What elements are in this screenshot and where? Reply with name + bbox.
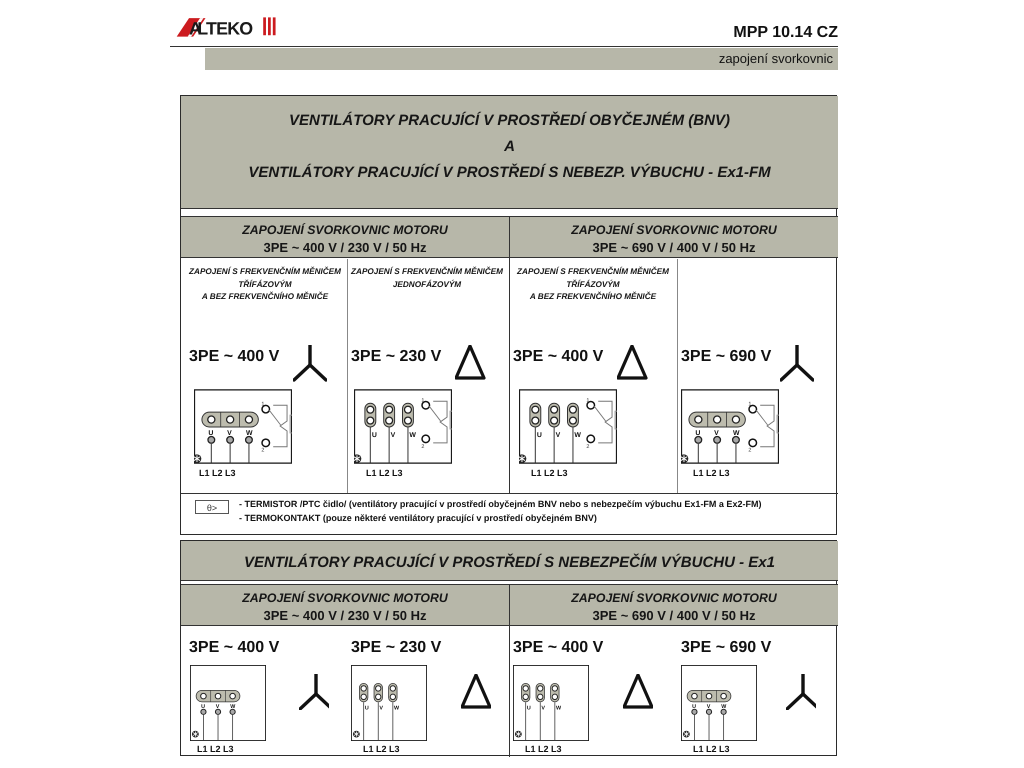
- svg-text:LTEKO: LTEKO: [197, 18, 253, 38]
